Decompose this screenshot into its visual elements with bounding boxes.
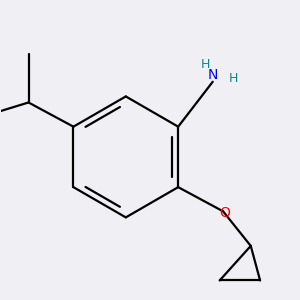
- Text: H: H: [201, 58, 211, 71]
- Text: H: H: [229, 72, 238, 85]
- Text: N: N: [208, 68, 218, 82]
- Text: O: O: [219, 206, 230, 220]
